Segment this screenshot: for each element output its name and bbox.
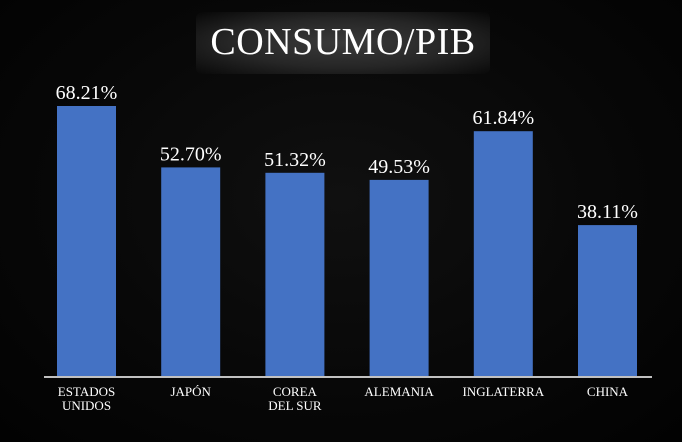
bar-4 bbox=[473, 131, 533, 376]
bar-5 bbox=[578, 225, 637, 376]
category-label-0: ESTADOS UNIDOS bbox=[58, 384, 115, 413]
chart-title: CONSUMO/PIB bbox=[210, 21, 476, 63]
title-banner bbox=[196, 12, 490, 74]
bar-1 bbox=[161, 167, 221, 376]
category-label-1: JAPÓN bbox=[170, 384, 211, 399]
category-label-2: COREA DEL SUR bbox=[268, 384, 322, 413]
value-label-2: 51.32% bbox=[264, 149, 326, 171]
value-label-4: 61.84% bbox=[472, 107, 534, 129]
bar-0 bbox=[57, 106, 116, 376]
bar-2 bbox=[265, 172, 325, 376]
category-label-5: CHINA bbox=[587, 384, 629, 399]
bars-layer bbox=[57, 106, 637, 376]
value-label-0: 68.21% bbox=[56, 82, 118, 104]
value-labels-layer: 68.21% 52.70% 51.32% 49.53% 61.84% 38.11% bbox=[56, 82, 638, 223]
category-label-3: ALEMANIA bbox=[364, 384, 434, 399]
bar-3 bbox=[369, 179, 429, 376]
value-label-1: 52.70% bbox=[160, 143, 222, 165]
value-label-5: 38.11% bbox=[577, 201, 638, 223]
value-label-3: 49.53% bbox=[368, 156, 430, 178]
category-label-4: INGLATERRA bbox=[462, 384, 544, 399]
category-labels-layer: ESTADOS UNIDOS JAPÓN COREA DEL SUR ALEMANIA IN… bbox=[58, 384, 629, 413]
